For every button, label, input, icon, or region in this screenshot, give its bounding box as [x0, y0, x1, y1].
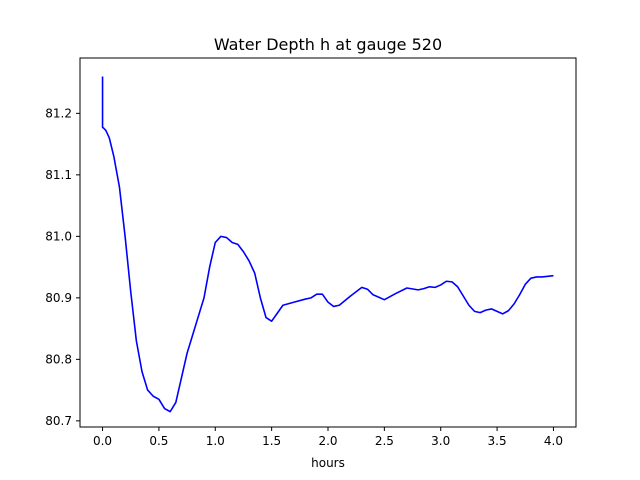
series-layer [101, 76, 554, 413]
y-tick-label: 81.2 [45, 106, 72, 120]
y-tick-label: 80.9 [45, 291, 72, 305]
x-tick-label: 2.0 [318, 434, 337, 448]
axis-ticks: 0.0 0.5 1.0 1.5 2.0 2.5 3.0 3.5 4.0 80.7 80.8 80.9 8… [45, 106, 563, 448]
plot-frame [79, 57, 577, 428]
x-axis-label: hours [311, 456, 345, 470]
x-tick-label: 2.5 [375, 434, 394, 448]
y-tick-label: 80.7 [45, 414, 72, 428]
x-tick-label: 3.0 [431, 434, 450, 448]
x-tick-label: 1.5 [262, 434, 281, 448]
x-tick-label: 0.5 [149, 434, 168, 448]
x-tick-label: 3.5 [488, 434, 507, 448]
x-tick-label: 4.0 [544, 434, 563, 448]
x-tick-label: 0.0 [93, 434, 112, 448]
x-tick-label: 1.0 [206, 434, 225, 448]
y-tick-label: 81.0 [45, 229, 72, 243]
y-tick-label: 80.8 [45, 352, 72, 366]
chart-title: Water Depth h at gauge 520 [214, 35, 442, 54]
series-line [101, 76, 554, 413]
y-tick-label: 81.1 [45, 168, 72, 182]
